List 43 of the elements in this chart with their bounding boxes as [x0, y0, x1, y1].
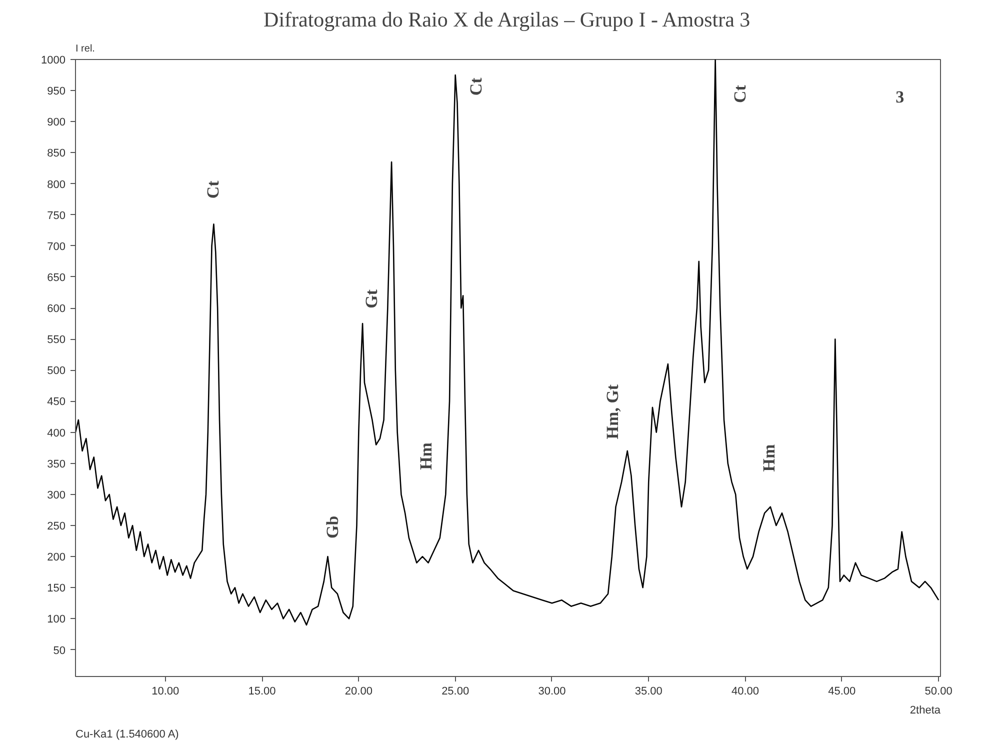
x-tick-label: 40.00 — [732, 686, 760, 698]
y-tick-label: 850 — [47, 148, 66, 160]
y-tick-label: 400 — [47, 427, 66, 440]
y-tick-label: 1000 — [41, 54, 66, 66]
y-tick-label: 50 — [53, 644, 66, 657]
annotation: Hm — [760, 444, 779, 472]
x-tick-label: 30.00 — [538, 686, 566, 698]
y-tick-label: 100 — [47, 614, 66, 626]
y-tick-label: 800 — [47, 178, 66, 191]
annotation: Gt — [362, 289, 381, 308]
x-axis-title: 2theta — [910, 704, 942, 716]
y-tick-label: 300 — [47, 489, 66, 502]
annotation: Ct — [204, 180, 223, 199]
y-tick-label: 600 — [47, 303, 66, 316]
annotation: Ct — [730, 84, 750, 104]
x-tick-label: 15.00 — [248, 686, 276, 698]
y-tick-label: 550 — [47, 334, 66, 346]
y-tick-label: 350 — [47, 458, 66, 470]
annotation: Ct — [466, 77, 486, 96]
x-tick-label: 10.00 — [152, 686, 180, 698]
annotation: Gb — [322, 516, 342, 539]
annotation: Hm, Gt — [603, 384, 622, 440]
annotation: 3 — [896, 88, 904, 107]
y-tick-label: 900 — [47, 116, 66, 129]
x-tick-label: 20.00 — [344, 686, 372, 698]
x-tick-label: 50.00 — [924, 686, 952, 698]
y-tick-label: 500 — [47, 365, 66, 378]
y-tick-label: 450 — [47, 396, 66, 408]
chart-title: Difratograma do Raio X de Argilas – Grupo I - Amostra 3 — [264, 8, 750, 32]
y-tick-label: 650 — [47, 272, 66, 284]
y-tick-label: 150 — [47, 582, 66, 595]
y-axis-title: I rel. — [76, 44, 95, 54]
x-tick-label: 35.00 — [634, 686, 662, 698]
annotation: Hm — [416, 442, 436, 470]
y-tick-label: 250 — [47, 520, 66, 533]
y-tick-label: 200 — [47, 552, 66, 564]
text: Cu-Ka1 (1.540600 A) — [76, 728, 179, 740]
line-series — [76, 60, 940, 626]
y-tick-label: 700 — [47, 240, 66, 253]
x-tick-label: 45.00 — [828, 686, 856, 698]
x-tick-label: 25.00 — [442, 686, 470, 698]
y-tick-label: 950 — [47, 86, 66, 98]
y-tick-label: 750 — [47, 210, 66, 222]
